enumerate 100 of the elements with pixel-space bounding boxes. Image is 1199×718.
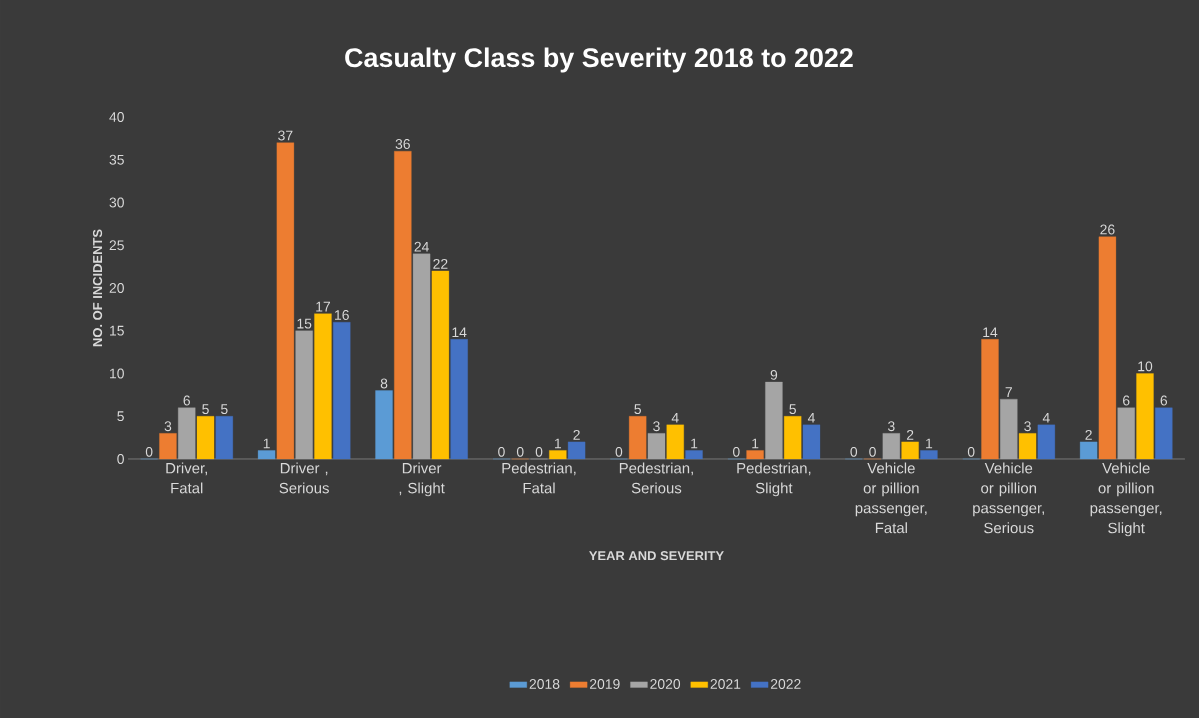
data-label: 9 [770, 369, 778, 380]
bar [1000, 398, 1018, 460]
bar [549, 450, 567, 460]
bar [375, 390, 393, 460]
data-label: 0 [732, 446, 740, 457]
x-tick-label: Pedestrian, Slight [737, 462, 811, 497]
data-label: 36 [395, 139, 410, 149]
bar [431, 270, 450, 460]
data-label: 0 [498, 446, 505, 457]
data-label: 0 [869, 446, 876, 457]
x-tick-label: Vehicle or pillion passenger, Serious [973, 462, 1044, 534]
bar [1037, 424, 1056, 460]
bar [567, 441, 586, 460]
bar [1018, 433, 1037, 460]
legend-label: 2020 [650, 679, 681, 689]
data-label: 1 [263, 438, 270, 449]
bar [1136, 373, 1154, 460]
y-tick-label: 30 [109, 197, 124, 208]
bar [901, 441, 919, 460]
data-label: 0 [615, 446, 623, 457]
x-tick-label: Driver, Fatal [166, 462, 207, 494]
data-label: 2 [573, 429, 580, 440]
data-label: 3 [653, 421, 660, 432]
bar [450, 339, 468, 460]
data-label: 6 [1160, 395, 1168, 406]
data-label: 1 [752, 438, 759, 449]
x-tick-label: Pedestrian, Serious [619, 462, 693, 494]
data-label: 1 [555, 438, 562, 449]
bar [412, 253, 431, 460]
bar [1079, 441, 1098, 460]
bar [920, 450, 938, 460]
data-label: 2 [1085, 429, 1092, 440]
x-axis-title: YEAR AND SEVERITY [589, 551, 724, 561]
data-label: 0 [516, 446, 524, 457]
bar [1117, 407, 1135, 460]
x-tick-label: Driver , Slight [399, 462, 445, 497]
bar [666, 424, 684, 460]
data-label: 8 [380, 378, 388, 389]
y-tick-label: 5 [117, 411, 124, 422]
legend-label: 2021 [710, 679, 741, 689]
data-label: 5 [789, 404, 796, 415]
data-label: 0 [967, 446, 975, 457]
bar [784, 416, 802, 460]
data-label: 26 [1100, 224, 1115, 235]
legend-label: 2019 [589, 679, 620, 689]
data-label: 4 [1042, 412, 1050, 423]
data-label: 2 [906, 429, 914, 440]
data-label: 0 [535, 446, 543, 457]
bar [765, 381, 783, 460]
x-tick-label: Driver , Serious [279, 462, 329, 494]
data-label: 5 [220, 404, 228, 415]
bar [276, 142, 295, 460]
bar [295, 330, 313, 460]
bar [314, 313, 332, 460]
data-label: 3 [887, 421, 895, 432]
bar [882, 433, 900, 460]
data-label: 17 [316, 301, 331, 312]
data-label: 3 [164, 421, 172, 432]
bar [802, 424, 821, 460]
bar [178, 407, 196, 460]
data-label: 1 [691, 438, 698, 449]
bar [394, 151, 412, 460]
data-label: 15 [297, 318, 312, 329]
y-tick-label: 40 [109, 112, 124, 122]
bar [685, 450, 703, 460]
bar [159, 433, 177, 460]
data-label: 5 [202, 404, 209, 415]
data-label: 16 [335, 310, 349, 320]
y-tick-label: 35 [109, 154, 124, 165]
chart-title: Casualty Class by Severity 2018 to 2022 [345, 47, 853, 73]
legend-label: 2022 [770, 679, 801, 689]
y-tick-label: 15 [110, 325, 124, 336]
data-label: 10 [1138, 361, 1153, 372]
data-label: 3 [1024, 421, 1031, 432]
data-label: 37 [278, 130, 293, 141]
x-tick-label: Pedestrian, Fatal [502, 462, 576, 494]
data-label: 0 [145, 446, 153, 457]
bar [215, 416, 233, 460]
y-tick-label: 10 [110, 368, 124, 379]
data-label: 22 [433, 258, 448, 269]
data-label: 24 [414, 241, 429, 252]
data-label: 6 [1123, 395, 1130, 406]
y-tick-label: 25 [109, 240, 124, 251]
bar [1155, 407, 1173, 460]
data-label: 4 [671, 412, 679, 423]
bar [746, 450, 764, 460]
data-label: 1 [926, 438, 933, 449]
bar [981, 339, 999, 460]
bar [647, 433, 666, 460]
data-label: 14 [452, 327, 467, 338]
data-label: 14 [983, 327, 998, 338]
y-axis-title: NO. OF INCIDENTS [92, 229, 103, 347]
bar [333, 322, 351, 460]
data-label: 4 [807, 412, 815, 423]
data-label: 7 [1005, 387, 1012, 397]
data-label: 6 [183, 395, 190, 406]
x-tick-label: Vehicle or pillion passenger, Fatal [855, 462, 927, 534]
y-tick-label: 0 [117, 454, 124, 464]
data-label: 5 [634, 404, 641, 415]
legend-label: 2018 [529, 679, 560, 689]
